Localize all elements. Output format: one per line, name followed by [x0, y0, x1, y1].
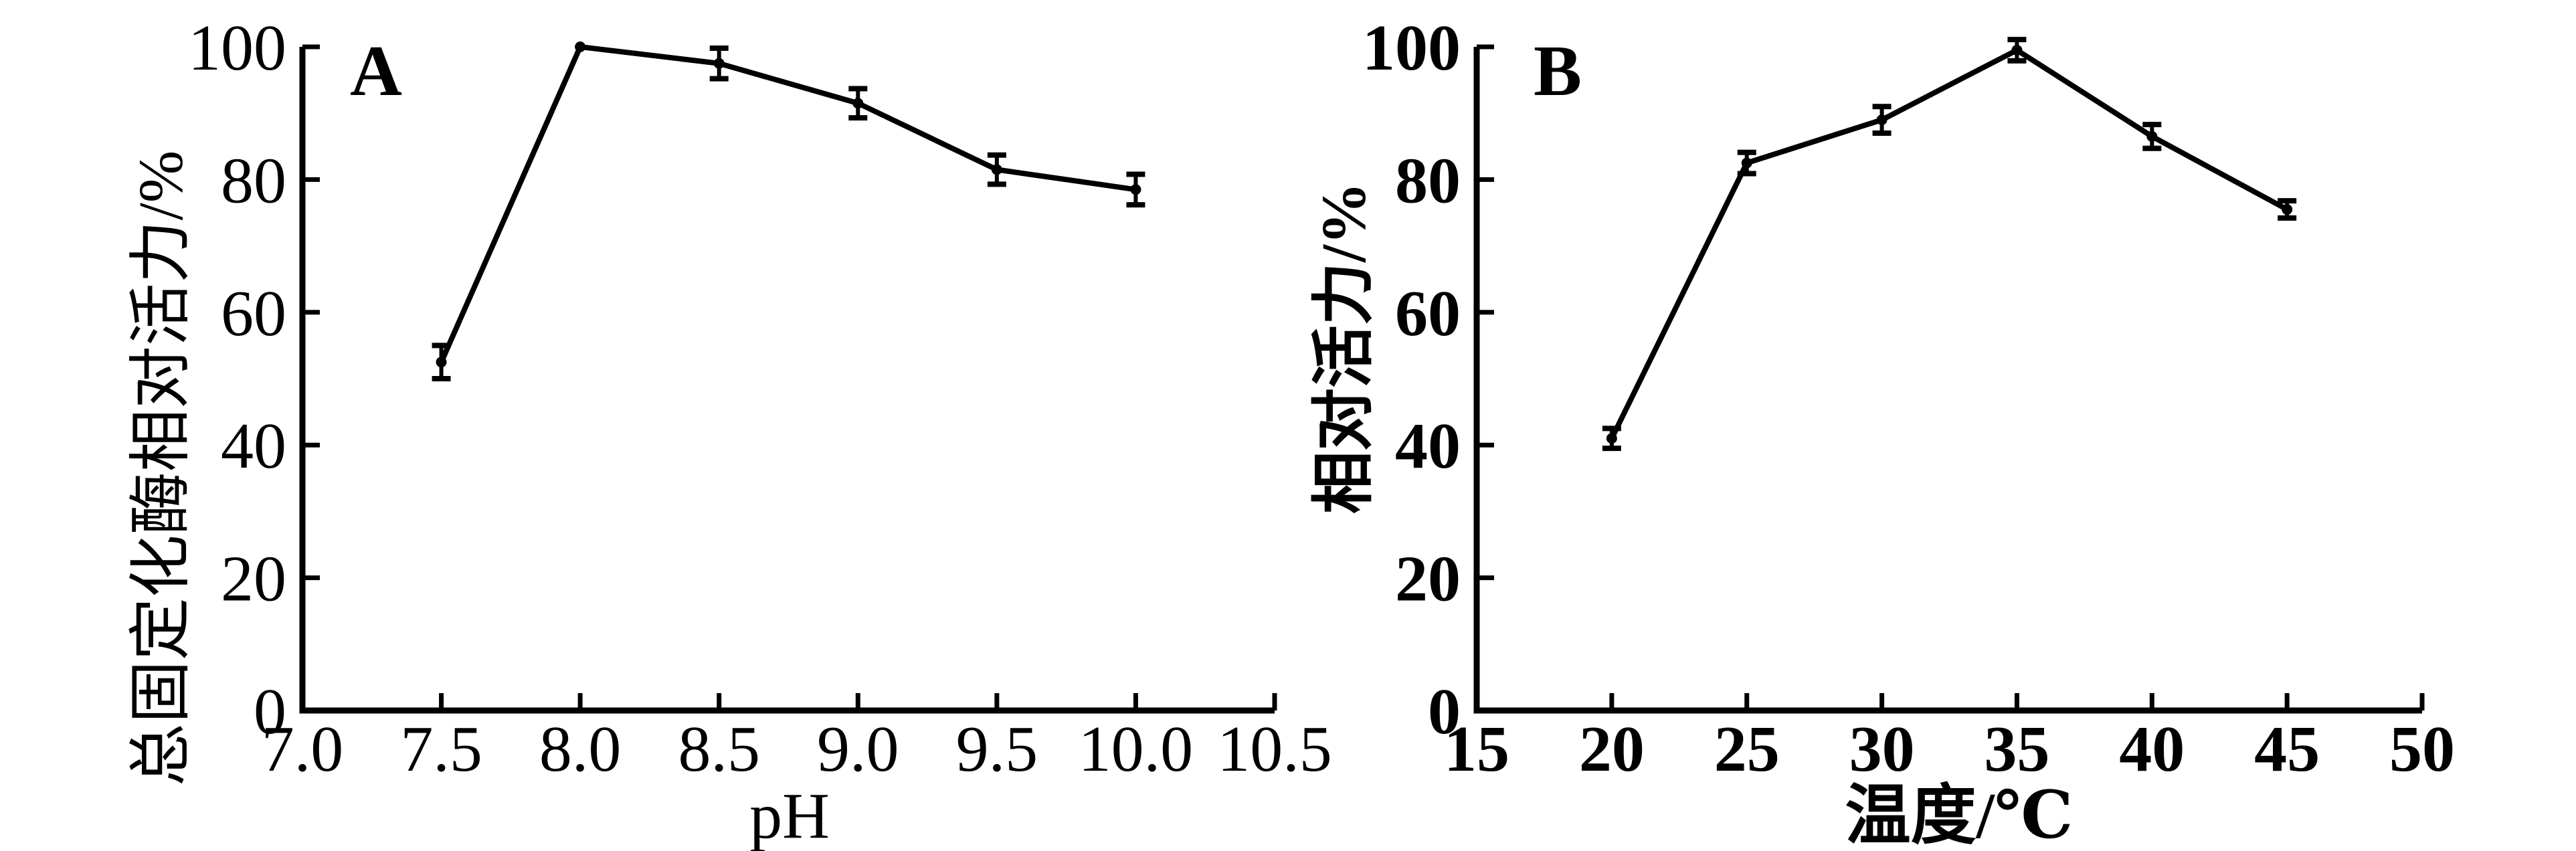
chart-B-data-point-20	[1606, 433, 1617, 444]
chart-A-y-tick-label-60: 60	[221, 278, 286, 350]
chart-B-x-tick-label-30: 30	[1849, 713, 1915, 785]
chart-B-x-tick-label-15: 15	[1444, 713, 1509, 785]
chart-B-y-axis-title: 相对活力/%	[1309, 182, 1379, 514]
chart-A-y-axis-title: 总固定化酶相对活力/%	[126, 151, 196, 786]
chart-A-y-tick-label-20: 20	[221, 543, 286, 616]
chart-B-data-point-30	[1876, 114, 1888, 126]
chart-A-y-tick-label-40: 40	[221, 410, 286, 482]
chart-B-y-tick-label-0: 0	[1428, 676, 1461, 748]
chart-A-x-tick-label-7.0: 7.0	[262, 713, 344, 785]
chart-B-x-axis-title: 温度/℃	[1845, 780, 2074, 851]
chart-B-y-tick-label-100: 100	[1362, 12, 1461, 84]
chart-B-series-line	[1608, 47, 2290, 442]
chart-B-data-point-25	[1741, 157, 1752, 169]
chart-A-x-tick-label-9.0: 9.0	[817, 713, 899, 785]
chart-B-data-point-45	[2282, 204, 2293, 215]
chart-A-x-tick-label-8.0: 8.0	[539, 713, 622, 785]
chart-B-x-tick-label-20: 20	[1579, 713, 1645, 785]
chart-A-y-tick-label-0: 0	[254, 676, 286, 748]
chart-A-x-tick-label-8.5: 8.5	[678, 713, 760, 785]
chart-B-data-point-35	[2011, 44, 2023, 56]
chart-B-y-tick-label-60: 60	[1395, 278, 1461, 350]
panel-label-B: B	[1534, 31, 1582, 111]
chart-A-data-point-7.5	[436, 357, 447, 368]
chart-A-x-tick-label-10.5: 10.5	[1217, 713, 1332, 785]
chart-B-x-tick-label-50: 50	[2389, 713, 2455, 785]
chart-B-x-tick-label-25: 25	[1714, 713, 1780, 785]
chart-A-data-point-9	[852, 98, 864, 109]
chart-panel-A: 0 20 40 60 80 100 7.0 7.5 8.0 8.5 9.0 9.5 10.0 10.5 pH…	[126, 12, 1332, 851]
chart-B-data-point-40	[2146, 130, 2158, 142]
chart-A-y-tick-label-80: 80	[221, 145, 286, 217]
chart-A-x-tick-label-9.5: 9.5	[956, 713, 1038, 785]
chart-A-data-point-9.5	[991, 164, 1002, 175]
chart-A-data-point-8	[575, 41, 586, 52]
chart-panel-B: 0 20 40 60 80 100 15 20 25 30 35 40 45 50 温度/℃ 相对活力/% B	[1309, 12, 2455, 851]
chart-B-x-tick-label-35: 35	[1984, 713, 2049, 785]
chart-A-x-axis-title: pH	[749, 780, 830, 851]
chart-A-data-point-10	[1130, 184, 1141, 195]
chart-A-y-tick-label-100: 100	[188, 12, 286, 84]
chart-B-y-tick-label-40: 40	[1395, 410, 1461, 482]
chart-A-data-point-8.5	[713, 58, 725, 69]
chart-B-y-tick-label-20: 20	[1395, 543, 1461, 616]
chart-B-x-tick-label-40: 40	[2119, 713, 2185, 785]
panel-label-A: A	[350, 31, 402, 111]
chart-A-series-line	[438, 43, 1139, 365]
chart-B-y-tick-label-80: 80	[1395, 145, 1461, 217]
chart-B-x-tick-label-45: 45	[2254, 713, 2320, 785]
chart-A-x-tick-label-7.5: 7.5	[400, 713, 482, 785]
chart-A-x-tick-label-10.0: 10.0	[1079, 713, 1194, 785]
